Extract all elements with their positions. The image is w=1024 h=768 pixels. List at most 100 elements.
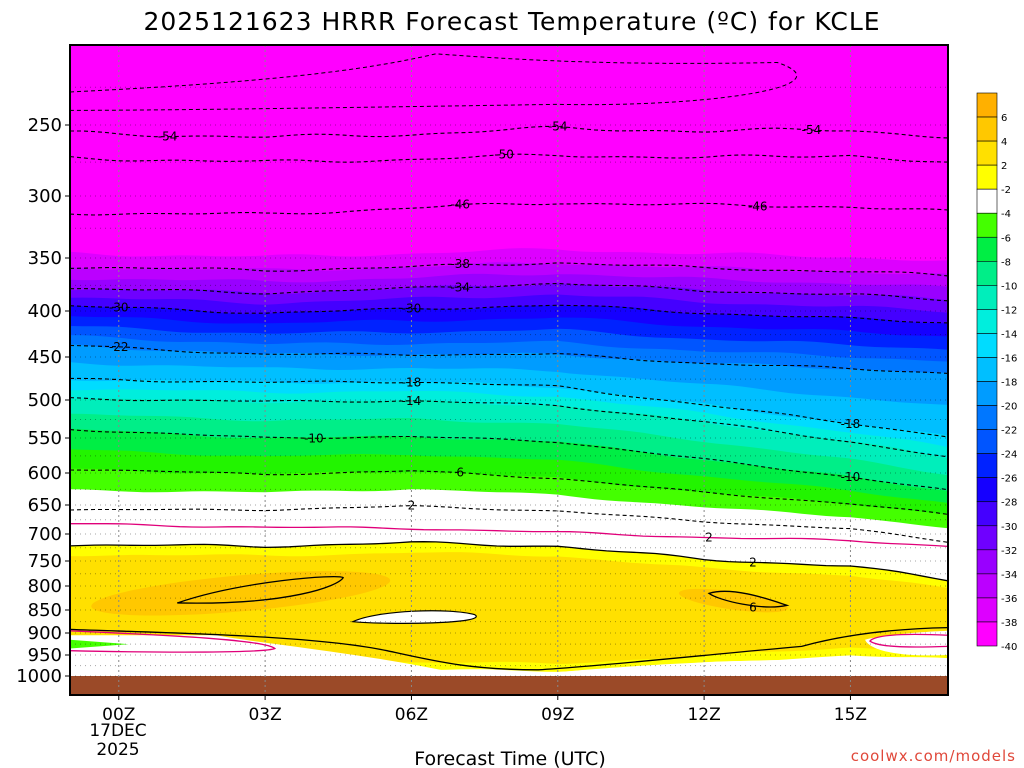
isotherm-label: -46 xyxy=(748,199,768,213)
contour-6-right xyxy=(707,590,790,608)
colorbar-box xyxy=(976,621,998,647)
x-tick-label: 15Z xyxy=(834,705,867,725)
y-axis: 2503003504004505005506006507007508008509… xyxy=(16,115,70,687)
colorbar-label: -14 xyxy=(1001,329,1017,340)
contour-labels: -54 -54 -54 -50 -46 -46 -38 -34 -30 -30 -22 -18 -18 -… xyxy=(109,119,861,615)
colorbar-label: -22 xyxy=(1001,426,1017,437)
colorbar-box xyxy=(976,381,998,406)
isotherm-label: -54 xyxy=(802,123,822,137)
colorbar-label: -28 xyxy=(1001,498,1017,509)
y-tick-label: 850 xyxy=(28,600,62,621)
colorbar-label: -32 xyxy=(1001,546,1017,557)
x-tick-label: 09Z xyxy=(541,705,574,725)
colorbar-box xyxy=(976,212,998,238)
colorbar-label: -26 xyxy=(1001,474,1017,485)
isotherm-label: -34 xyxy=(450,280,470,294)
warm-pocket-left xyxy=(91,571,391,616)
y-tick-label: 550 xyxy=(28,428,62,449)
cold-sliver-left xyxy=(70,639,129,649)
colorbar-box xyxy=(976,405,998,430)
y-tick-label: 800 xyxy=(28,576,62,597)
date-label-day: 17DEC xyxy=(89,721,146,741)
cool-layer-left xyxy=(70,635,461,674)
x-tick-label: 12Z xyxy=(687,705,720,725)
x-tick-label: 06Z xyxy=(395,705,428,725)
contour-6-left xyxy=(177,576,345,604)
colorbar-label: -2 xyxy=(1001,185,1011,196)
y-tick-label: 650 xyxy=(28,495,62,516)
colorbar-box xyxy=(976,333,998,358)
colorbar-box xyxy=(976,429,998,454)
ground xyxy=(70,676,948,695)
x-tick-label: 03Z xyxy=(248,705,281,725)
isotherm-label: -46 xyxy=(450,198,470,212)
colorbar-label: -12 xyxy=(1001,305,1017,316)
watermark: coolwx.com/models xyxy=(851,747,1016,765)
y-tick-label: 250 xyxy=(28,115,62,136)
colorbar-label: -34 xyxy=(1001,570,1017,581)
grid-lines xyxy=(70,45,948,695)
isotherm-label: -30 xyxy=(109,300,129,314)
zero-isotherm xyxy=(70,523,948,548)
isotherm-label: -18 xyxy=(402,375,422,389)
colorbar-box xyxy=(976,261,998,286)
colorbar-label: -36 xyxy=(1001,594,1017,605)
zero-isotherm-label: 2 xyxy=(705,530,713,544)
colorbar-label: -4 xyxy=(1001,209,1011,220)
colorbar-label: -24 xyxy=(1001,450,1017,461)
colorbar-box xyxy=(976,236,998,262)
y-tick-label: 750 xyxy=(28,551,62,572)
colorbar-label: -6 xyxy=(1001,233,1011,244)
colorbar-label: -18 xyxy=(1001,378,1017,389)
y-tick-label: 1000 xyxy=(16,666,62,687)
isotherm-label: -38 xyxy=(450,257,470,271)
colorbar-label: -40 xyxy=(1001,642,1017,653)
colorbar-box xyxy=(976,453,998,478)
isotherm-label: -50 xyxy=(494,148,514,162)
isotherm-plus-2-label: 2 xyxy=(749,555,757,569)
isotherm-label: -10 xyxy=(304,431,324,445)
isotherm-label: 2 xyxy=(408,499,416,513)
colorbar-box xyxy=(976,309,998,334)
colorbar-label: -16 xyxy=(1001,353,1017,364)
y-tick-label: 700 xyxy=(28,524,62,545)
colorbar-box xyxy=(976,285,998,310)
colorbar-box xyxy=(976,357,998,382)
colorbar-box xyxy=(976,140,998,166)
colorbar-label: -30 xyxy=(1001,522,1017,533)
isotherm-label: -18 xyxy=(841,417,861,431)
colorbar-box-top xyxy=(976,92,998,118)
isotherm-label: -22 xyxy=(109,340,129,354)
y-tick-label: 600 xyxy=(28,463,62,484)
y-tick-label: 500 xyxy=(28,390,62,411)
colorbar-box xyxy=(976,549,998,575)
y-tick-label: 300 xyxy=(28,186,62,207)
colorbar-label: -10 xyxy=(1001,281,1017,292)
y-tick-label: 350 xyxy=(28,248,62,269)
date-label-year: 2025 xyxy=(96,740,139,760)
colorbar-label: 2 xyxy=(1001,161,1007,172)
colorbar-label: 6 xyxy=(1001,113,1007,124)
colorbar-box xyxy=(976,116,998,142)
colorbar-box xyxy=(976,477,998,503)
isotherm-label: -54 xyxy=(548,119,568,133)
colorbar-label: -38 xyxy=(1001,618,1017,629)
isotherm-label: -10 xyxy=(841,470,861,484)
x-tick-label: 00Z xyxy=(102,705,135,725)
isotherm-contours xyxy=(70,53,948,671)
isotherm-label: -54 xyxy=(158,130,178,144)
isotherm-label: 6 xyxy=(456,466,464,480)
y-tick-label: 950 xyxy=(28,645,62,666)
colorbar-label: -20 xyxy=(1001,402,1017,413)
colorbar-box xyxy=(976,573,998,599)
y-tick-label: 450 xyxy=(28,347,62,368)
y-tick-label: 900 xyxy=(28,623,62,644)
x-axis: 00Z 03Z 06Z 09Z 12Z 15Z xyxy=(102,695,867,725)
x-axis-label: Forecast Time (UTC) xyxy=(414,748,605,768)
isotherm-plus-2-low xyxy=(70,626,948,671)
cool-pocket-mid xyxy=(350,610,477,624)
isotherm-6-label: 6 xyxy=(749,601,757,615)
zero-isotherm-low xyxy=(70,630,277,653)
isotherm-plus-2 xyxy=(70,541,948,582)
